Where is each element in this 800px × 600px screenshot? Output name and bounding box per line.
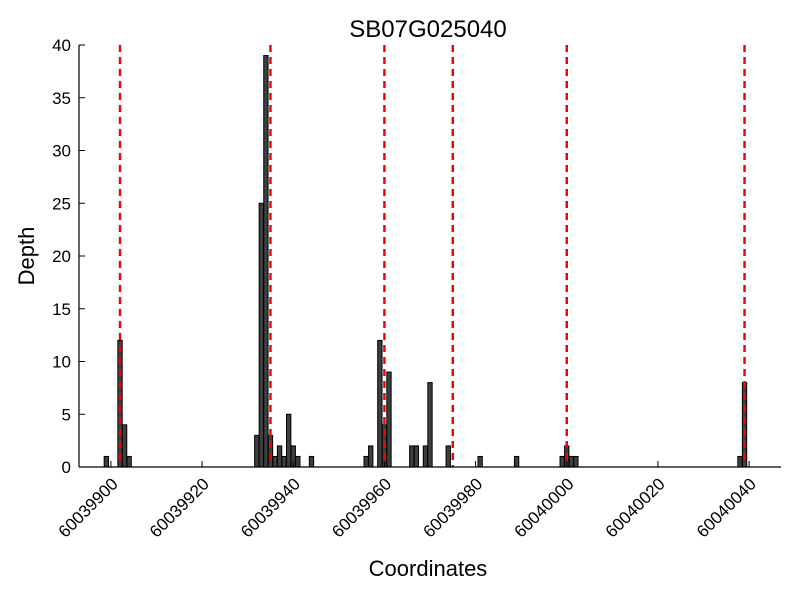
bar xyxy=(103,455,110,468)
bar xyxy=(568,455,574,468)
x-tick-label: 60039980 xyxy=(419,474,486,541)
chart-title: SB07G025040 xyxy=(349,16,506,43)
bar xyxy=(477,455,483,468)
x-tick-label: 60040000 xyxy=(511,474,578,541)
y-tick-label: 0 xyxy=(62,458,71,477)
bar xyxy=(276,445,283,468)
x-tick-label: 60039920 xyxy=(146,474,213,541)
bar xyxy=(377,339,383,468)
bar xyxy=(272,455,278,468)
bar xyxy=(573,455,579,468)
y-tick-label: 30 xyxy=(52,142,71,161)
x-tick-label: 60040040 xyxy=(693,474,760,541)
bar xyxy=(126,455,132,468)
bar xyxy=(267,434,274,468)
y-tick-label: 20 xyxy=(52,247,71,266)
markers-group xyxy=(118,45,746,467)
bar xyxy=(513,455,520,468)
bars-group xyxy=(103,55,748,468)
bar xyxy=(281,455,287,468)
x-tick-label: 60039900 xyxy=(55,474,122,541)
bar xyxy=(263,55,269,468)
bar xyxy=(121,424,128,468)
y-tick-label: 10 xyxy=(52,353,71,372)
x-tick-label: 60039940 xyxy=(237,474,304,541)
x-tick-label: 60039960 xyxy=(328,474,395,541)
y-tick-label: 5 xyxy=(62,405,71,424)
y-axis-label: Depth xyxy=(14,227,39,286)
y-tick-label: 15 xyxy=(52,300,71,319)
bar xyxy=(286,413,292,468)
bar xyxy=(363,455,369,468)
y-tick-label: 40 xyxy=(52,36,71,55)
bar xyxy=(308,455,315,468)
bar xyxy=(413,445,419,468)
bar xyxy=(559,455,565,468)
bar xyxy=(427,382,433,468)
bar xyxy=(386,371,392,468)
x-axis-label: Coordinates xyxy=(369,556,488,581)
bar xyxy=(409,445,415,468)
x-ticks: 60039900 60039920 60039940 60039960 60039980… xyxy=(55,461,760,541)
bar xyxy=(422,445,429,468)
bar xyxy=(258,202,265,468)
y-ticks: 0 5 10 15 20 25 30 35 40 xyxy=(52,36,85,477)
bar xyxy=(368,445,374,468)
x-tick-label: 60040020 xyxy=(602,474,669,541)
bar xyxy=(295,455,301,468)
bar xyxy=(737,455,743,468)
y-tick-label: 25 xyxy=(52,194,71,213)
bar xyxy=(254,434,260,468)
bar xyxy=(445,445,451,468)
y-tick-label: 35 xyxy=(52,89,71,108)
